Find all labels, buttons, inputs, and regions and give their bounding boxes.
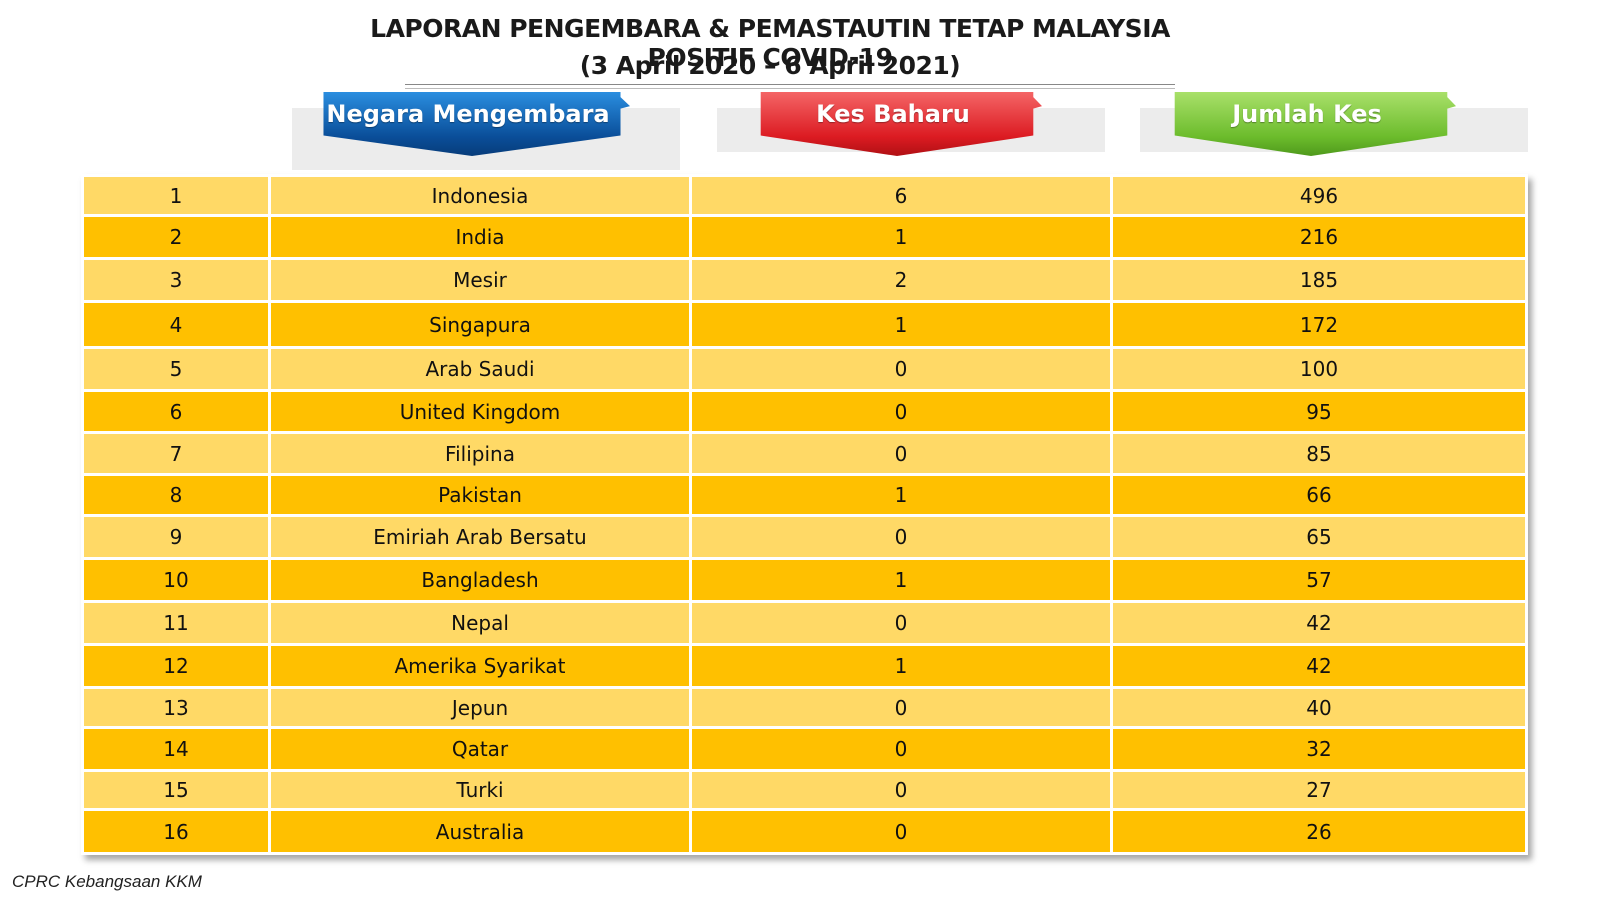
new-cases-cell: 0 <box>689 769 1113 811</box>
table-row: 14 Qatar 0 32 <box>81 726 1528 772</box>
table-row: 10 Bangladesh 1 57 <box>81 557 1528 603</box>
new-cases-cell: 0 <box>689 726 1113 772</box>
total-cases-cell: 185 <box>1110 257 1528 303</box>
table-row: 9 Emiriah Arab Bersatu 0 65 <box>81 514 1528 560</box>
country-cell: Amerika Syarikat <box>268 643 692 689</box>
new-cases-cell: 1 <box>689 643 1113 689</box>
country-cell: Mesir <box>268 257 692 303</box>
country-cell: Indonesia <box>268 174 692 217</box>
new-cases-cell: 0 <box>689 346 1113 392</box>
total-cases-cell: 216 <box>1110 214 1528 260</box>
total-cases-cell: 95 <box>1110 389 1528 434</box>
report-title: LAPORAN PENGEMBARA & PEMASTAUTIN TETAP M… <box>370 14 1170 72</box>
new-cases-cell: 1 <box>689 557 1113 603</box>
country-cell: Nepal <box>268 600 692 646</box>
table-row: 13 Jepun 0 40 <box>81 686 1528 729</box>
new-cases-cell: 0 <box>689 686 1113 729</box>
total-cases-cell: 66 <box>1110 473 1528 517</box>
total-cases-cell: 42 <box>1110 600 1528 646</box>
rank-cell: 1 <box>81 174 271 217</box>
new-cases-cell: 2 <box>689 257 1113 303</box>
table-row: 1 Indonesia 6 496 <box>81 174 1528 217</box>
rank-cell: 16 <box>81 808 271 855</box>
rank-cell: 14 <box>81 726 271 772</box>
rank-cell: 11 <box>81 600 271 646</box>
new-cases-cell: 0 <box>689 808 1113 855</box>
rank-cell: 15 <box>81 769 271 811</box>
total-cases-cell: 57 <box>1110 557 1528 603</box>
country-cell: Singapura <box>268 300 692 349</box>
country-cell: Jepun <box>268 686 692 729</box>
source-footer: CPRC Kebangsaan KKM <box>12 872 202 891</box>
new-cases-cell: 1 <box>689 473 1113 517</box>
rank-cell: 8 <box>81 473 271 517</box>
new-cases-cell: 0 <box>689 431 1113 476</box>
total-cases-cell: 40 <box>1110 686 1528 729</box>
country-cell: Pakistan <box>268 473 692 517</box>
table-row: 15 Turki 0 27 <box>81 769 1528 811</box>
total-cases-cell: 27 <box>1110 769 1528 811</box>
table-row: 2 India 1 216 <box>81 214 1528 260</box>
new-cases-cell: 0 <box>689 389 1113 434</box>
rank-cell: 13 <box>81 686 271 729</box>
total-cases-cell: 100 <box>1110 346 1528 392</box>
total-cases-cell: 26 <box>1110 808 1528 855</box>
total-cases-cell: 496 <box>1110 174 1528 217</box>
table-row: 8 Pakistan 1 66 <box>81 473 1528 517</box>
rank-cell: 7 <box>81 431 271 476</box>
total-cases-cell: 172 <box>1110 300 1528 349</box>
rank-cell: 12 <box>81 643 271 689</box>
rank-cell: 4 <box>81 300 271 349</box>
table-row: 3 Mesir 2 185 <box>81 257 1528 303</box>
table-row: 12 Amerika Syarikat 1 42 <box>81 643 1528 689</box>
country-cell: Qatar <box>268 726 692 772</box>
new-cases-cell: 1 <box>689 214 1113 260</box>
country-cell: Emiriah Arab Bersatu <box>268 514 692 560</box>
new-cases-cell: 1 <box>689 300 1113 349</box>
cases-table-body: 1 Indonesia 6 496 2 India 1 216 3 Mesir 2 185 4 Singa… <box>81 174 1528 855</box>
country-cell: Australia <box>268 808 692 855</box>
cases-table: 1 Indonesia 6 496 2 India 1 216 3 Mesir 2 185 4 Singa… <box>81 174 1528 855</box>
total-cases-cell: 65 <box>1110 514 1528 560</box>
rank-cell: 3 <box>81 257 271 303</box>
country-cell: United Kingdom <box>268 389 692 434</box>
total-cases-column-header: Jumlah Kes <box>1166 92 1456 156</box>
rank-cell: 2 <box>81 214 271 260</box>
table-row: 11 Nepal 0 42 <box>81 600 1528 646</box>
report-subtitle: (3 April 2020 – 6 April 2021) <box>579 51 961 80</box>
table-row: 16 Australia 0 26 <box>81 808 1528 855</box>
country-cell: India <box>268 214 692 260</box>
total-cases-cell: 85 <box>1110 431 1528 476</box>
rank-cell: 9 <box>81 514 271 560</box>
table-row: 5 Arab Saudi 0 100 <box>81 346 1528 392</box>
country-cell: Turki <box>268 769 692 811</box>
table-row: 6 United Kingdom 0 95 <box>81 389 1528 434</box>
rank-cell: 5 <box>81 346 271 392</box>
table-row: 4 Singapura 1 172 <box>81 300 1528 349</box>
rank-cell: 6 <box>81 389 271 434</box>
total-cases-cell: 42 <box>1110 643 1528 689</box>
country-cell: Filipina <box>268 431 692 476</box>
title-divider <box>405 84 1175 89</box>
country-cell: Bangladesh <box>268 557 692 603</box>
new-cases-cell: 6 <box>689 174 1113 217</box>
new-cases-cell: 0 <box>689 514 1113 560</box>
total-cases-cell: 32 <box>1110 726 1528 772</box>
country-cell: Arab Saudi <box>268 346 692 392</box>
rank-cell: 10 <box>81 557 271 603</box>
table-row: 7 Filipina 0 85 <box>81 431 1528 476</box>
new-cases-cell: 0 <box>689 600 1113 646</box>
